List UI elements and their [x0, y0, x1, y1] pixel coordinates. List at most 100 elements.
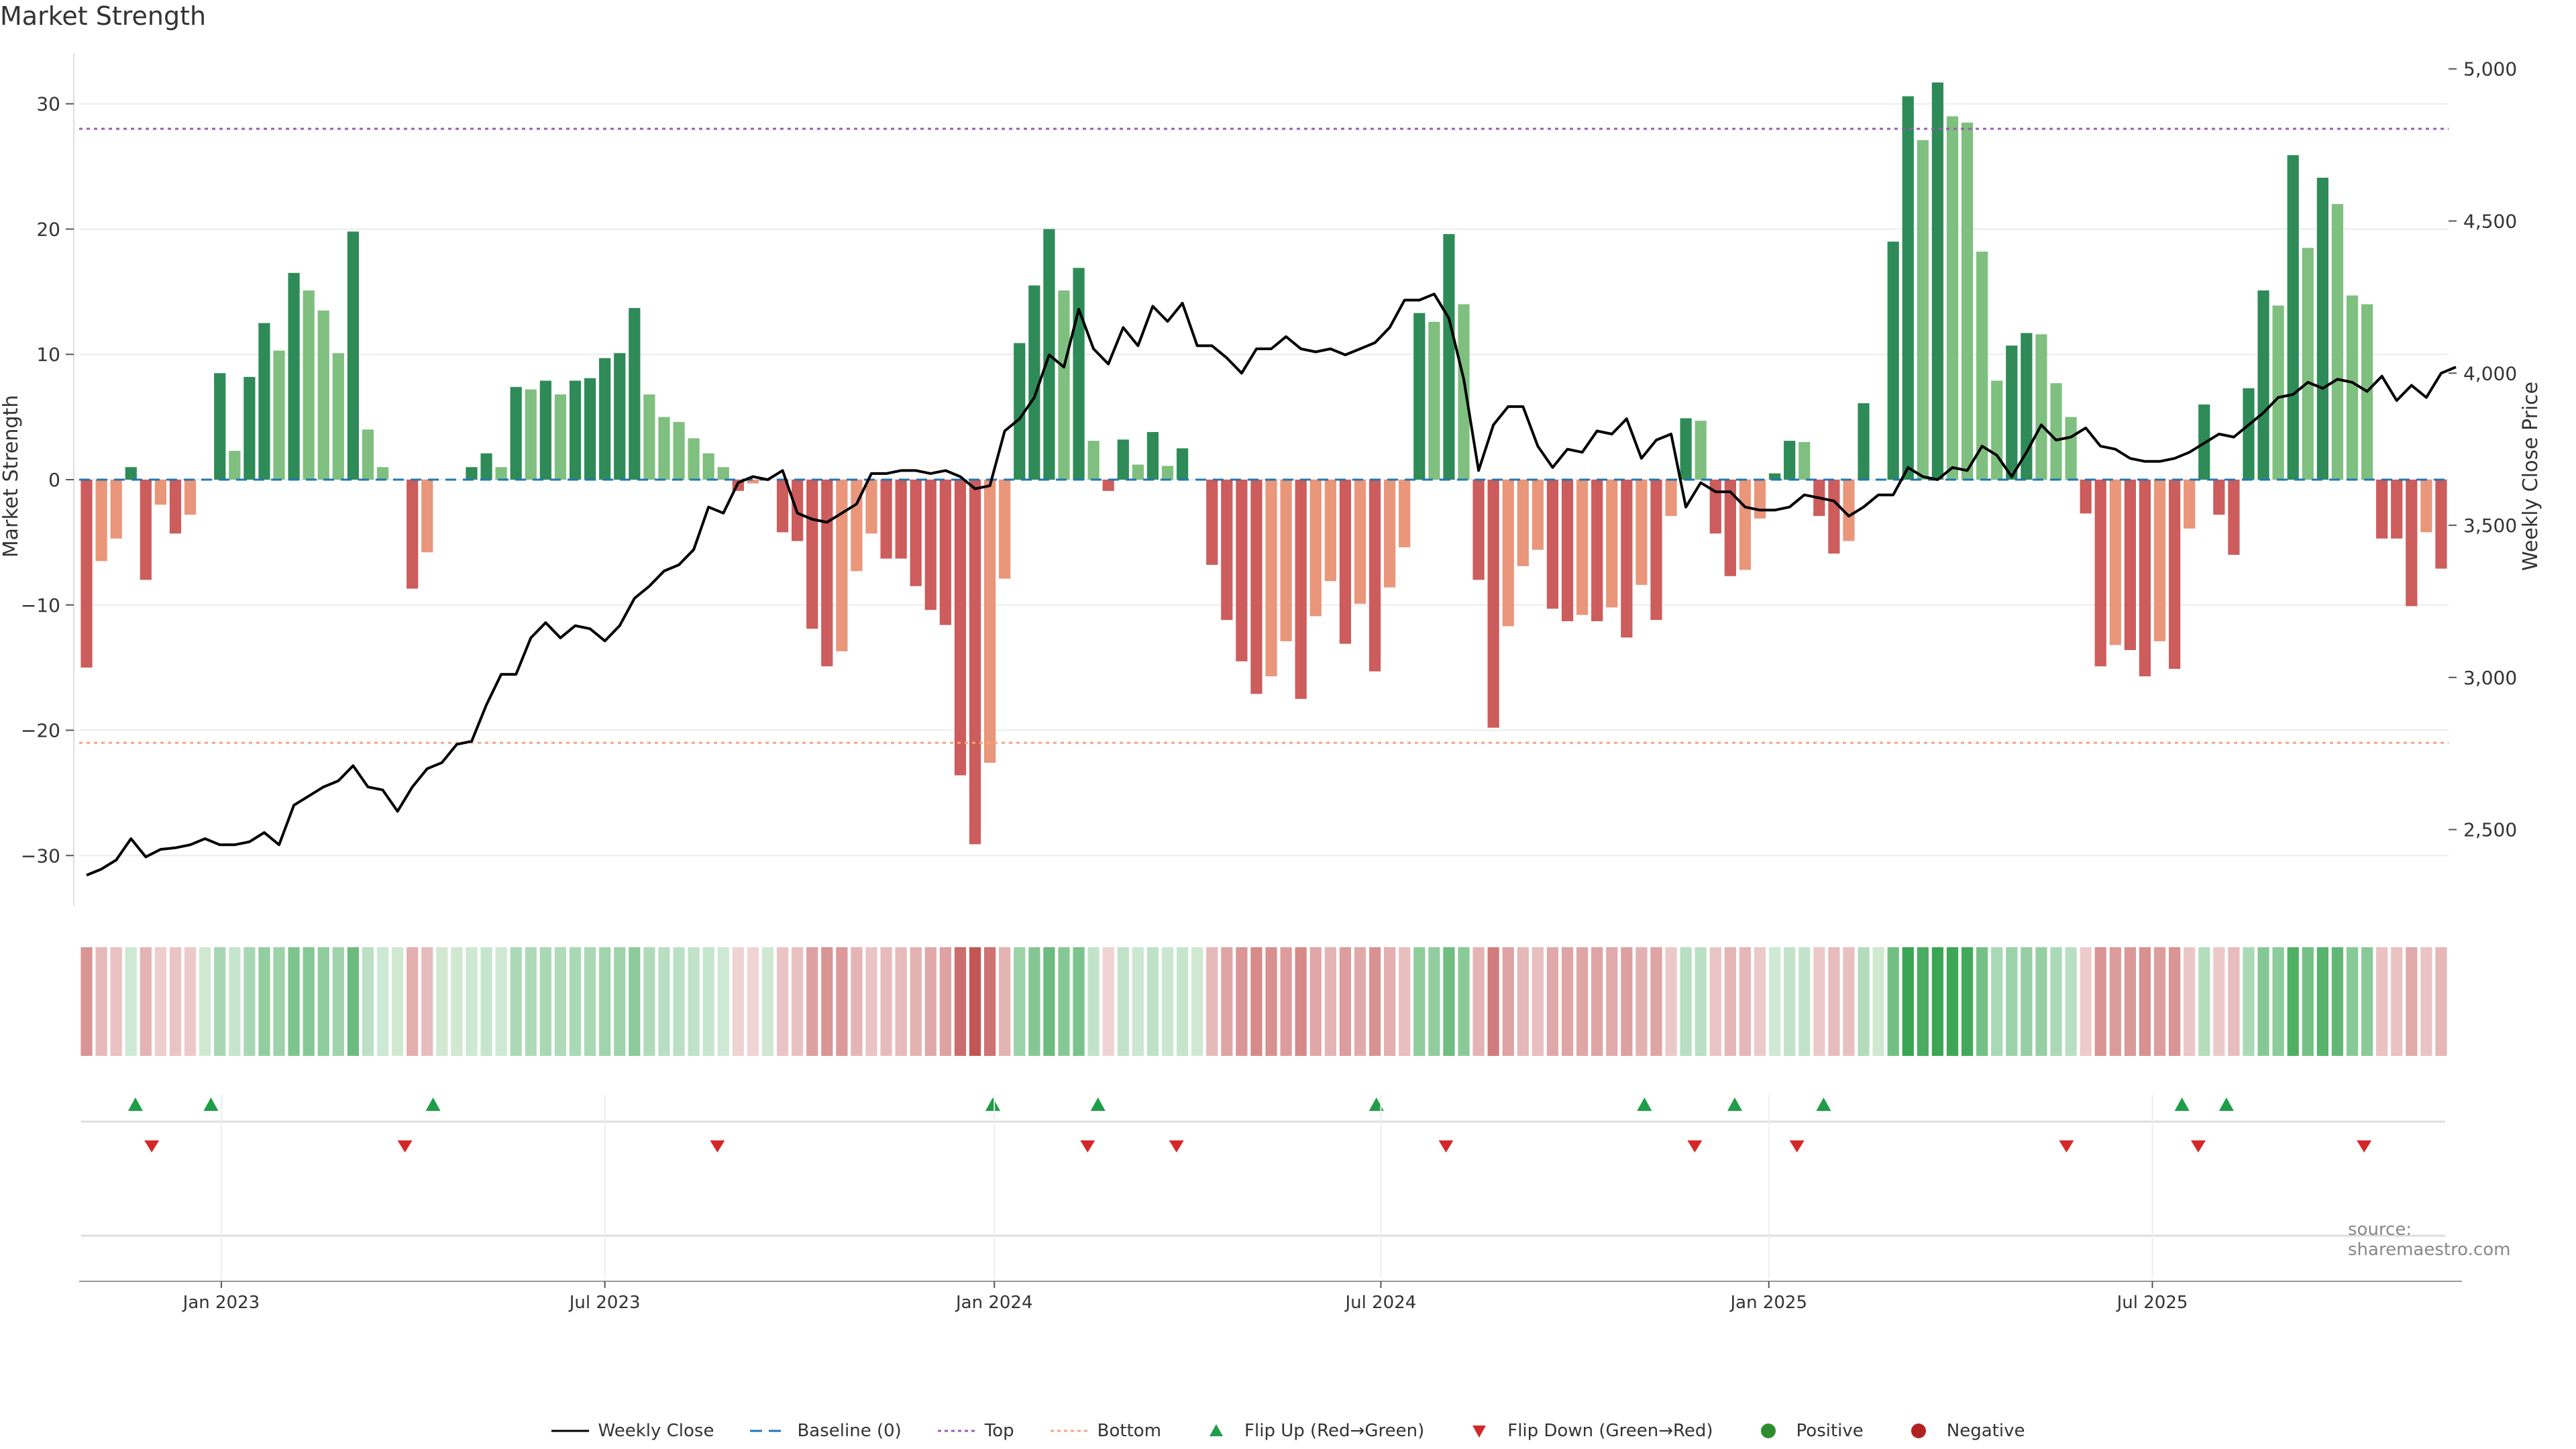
bar-negative — [1828, 480, 1840, 554]
bar-positive — [1931, 82, 1944, 480]
heat-cell — [1265, 947, 1277, 1056]
heat-cell — [1784, 947, 1796, 1056]
heat-cell — [214, 947, 226, 1056]
bar-negative — [806, 480, 818, 629]
heat-cell — [125, 947, 137, 1056]
bar-positive — [717, 467, 729, 480]
heat-cell — [1443, 947, 1455, 1056]
legend-item-bottom: Bottom — [1050, 1421, 1161, 1441]
bar-negative — [1384, 480, 1396, 588]
bar-negative — [2228, 480, 2240, 555]
bar-negative — [1843, 480, 1855, 541]
heat-cell — [880, 947, 892, 1056]
bar-positive — [2021, 333, 2033, 480]
flip-down-marker — [1687, 1140, 1703, 1152]
heat-cell — [392, 947, 404, 1056]
bar-positive — [495, 467, 507, 480]
bar-positive — [1458, 304, 1470, 480]
y2-tick-label: 4,500 — [2463, 210, 2517, 232]
heat-cell — [110, 947, 122, 1056]
heat-cell — [1739, 947, 1752, 1056]
bar-positive — [1073, 268, 1085, 480]
heat-cell — [999, 947, 1011, 1056]
bar-negative — [895, 480, 907, 559]
red-dot-icon — [1900, 1421, 1937, 1440]
flip-up-marker — [127, 1097, 143, 1111]
heat-cell — [1709, 947, 1721, 1056]
bar-negative — [1339, 480, 1352, 644]
green-dot-icon — [1750, 1421, 1787, 1440]
legend-label: Weekly Close — [598, 1421, 714, 1441]
heat-cell — [761, 947, 774, 1056]
bar-positive — [2272, 305, 2284, 480]
heat-cell — [895, 947, 907, 1056]
heat-cell — [1961, 947, 1974, 1056]
bar-negative — [821, 480, 833, 667]
heat-cell — [376, 947, 389, 1056]
bar-negative — [1206, 480, 1218, 565]
heat-cell — [288, 947, 300, 1056]
bar-positive — [1768, 473, 1781, 480]
bar-positive — [1976, 252, 1988, 480]
bar-positive — [539, 380, 551, 480]
heat-cell — [466, 947, 478, 1056]
heat-cell — [510, 947, 522, 1056]
bar-positive — [688, 438, 700, 480]
bar-negative — [1591, 480, 1603, 622]
flip-down-marker — [2059, 1140, 2074, 1152]
bar-positive — [1058, 290, 1070, 480]
dotted-line-icon — [1050, 1421, 1088, 1440]
heat-cell — [584, 947, 596, 1056]
heat-cell — [1176, 947, 1189, 1056]
heat-cell — [1368, 947, 1381, 1056]
bar-negative — [2376, 480, 2388, 539]
heat-cell — [1384, 947, 1396, 1056]
bar-positive — [1146, 432, 1159, 480]
bar-positive — [1680, 418, 1692, 480]
heat-cell — [1799, 947, 1811, 1056]
bar-positive — [1799, 441, 1811, 480]
y2-tick-label: 4,000 — [2463, 362, 2517, 384]
bar-negative — [2420, 480, 2432, 533]
heat-cell — [2391, 947, 2403, 1056]
heat-cell — [2272, 947, 2284, 1056]
heat-cell — [407, 947, 419, 1056]
heat-cell — [954, 947, 967, 1056]
bar-positive — [1784, 441, 1796, 480]
bar-positive — [1428, 321, 1440, 480]
heat-cell — [747, 947, 759, 1056]
heat-cell — [1354, 947, 1366, 1056]
heat-cell — [539, 947, 551, 1056]
source-note: source: sharemaestro.com — [2348, 1220, 2511, 1260]
bar-positive — [332, 353, 344, 480]
heat-cell — [643, 947, 655, 1056]
heat-cell — [629, 947, 641, 1056]
bar-positive — [317, 310, 329, 480]
heat-cell — [924, 947, 936, 1056]
heat-cell — [2080, 947, 2092, 1056]
heat-cell — [140, 947, 152, 1056]
heat-cell — [1132, 947, 1144, 1056]
bar-positive — [1991, 380, 2003, 480]
bar-positive — [1014, 343, 1026, 480]
heat-cell — [1028, 947, 1040, 1056]
heat-cell — [273, 947, 285, 1056]
heat-cell — [2406, 947, 2418, 1056]
bar-negative — [169, 480, 182, 534]
flip-up-marker — [2174, 1097, 2190, 1111]
heat-cell — [1087, 947, 1099, 1056]
legend-label: Top — [984, 1421, 1014, 1441]
y-tick-label: 30 — [36, 93, 60, 115]
bar-negative — [1472, 480, 1485, 580]
bar-negative — [2094, 480, 2106, 667]
heat-cell — [1428, 947, 1440, 1056]
bar-positive — [2257, 290, 2269, 480]
bar-negative — [140, 480, 152, 580]
heat-cell — [2243, 947, 2255, 1056]
bar-positive — [466, 467, 478, 480]
legend-item-negative: Negative — [1900, 1421, 2025, 1441]
bar-negative — [1502, 480, 1514, 627]
legend-label: Flip Down (Green→Red) — [1507, 1421, 1713, 1441]
heat-cell — [821, 947, 833, 1056]
bar-negative — [2184, 480, 2196, 529]
